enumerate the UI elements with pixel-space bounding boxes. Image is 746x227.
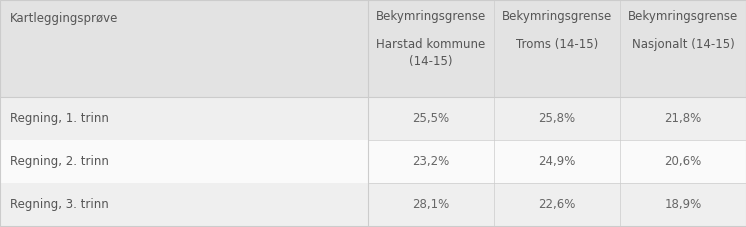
Text: Troms (14-15): Troms (14-15) [516, 38, 598, 51]
Text: Regning, 2. trinn: Regning, 2. trinn [10, 155, 109, 168]
Text: 23,2%: 23,2% [413, 155, 450, 168]
Text: Harstad kommune
(14-15): Harstad kommune (14-15) [377, 38, 486, 68]
Text: 20,6%: 20,6% [665, 155, 702, 168]
Bar [0, 140, 746, 183]
Text: Kartleggingsprøve: Kartleggingsprøve [10, 12, 119, 25]
Text: 25,8%: 25,8% [539, 112, 576, 125]
Text: 25,5%: 25,5% [413, 112, 450, 125]
Text: 18,9%: 18,9% [665, 198, 702, 211]
Text: Regning, 1. trinn: Regning, 1. trinn [10, 112, 109, 125]
Bar [0, 183, 746, 226]
Text: Bekymringsgrense: Bekymringsgrense [376, 10, 486, 23]
Text: 28,1%: 28,1% [413, 198, 450, 211]
Bar [0, 97, 746, 140]
Text: Nasjonalt (14-15): Nasjonalt (14-15) [632, 38, 734, 51]
Text: Bekymringsgrense: Bekymringsgrense [502, 10, 612, 23]
Bar [0, 0, 746, 97]
Text: 21,8%: 21,8% [665, 112, 702, 125]
Text: Regning, 3. trinn: Regning, 3. trinn [10, 198, 109, 211]
Text: 24,9%: 24,9% [539, 155, 576, 168]
Text: Bekymringsgrense: Bekymringsgrense [628, 10, 738, 23]
Text: 22,6%: 22,6% [539, 198, 576, 211]
